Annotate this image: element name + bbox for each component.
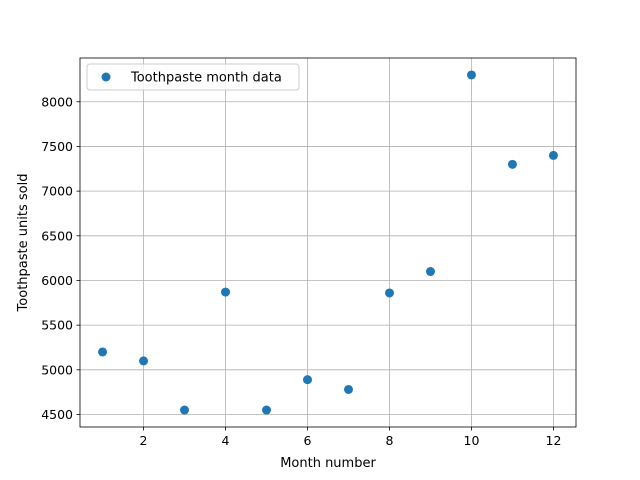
- data-points: [98, 70, 558, 415]
- x-tick-label: 6: [304, 433, 312, 448]
- x-tick-label: 12: [546, 433, 562, 448]
- data-point: [98, 347, 108, 357]
- y-tick-label: 6000: [41, 273, 73, 288]
- data-point: [303, 375, 313, 385]
- data-point: [180, 405, 190, 415]
- x-tick-label: 4: [222, 433, 230, 448]
- x-tick-label: 8: [386, 433, 394, 448]
- data-point: [139, 356, 149, 366]
- data-point: [548, 150, 558, 160]
- y-tick-label: 7000: [41, 184, 73, 199]
- y-tick-label: 6500: [41, 228, 73, 243]
- data-point: [262, 405, 272, 415]
- legend-marker: [101, 72, 111, 82]
- legend-label: Toothpaste month data: [130, 71, 282, 86]
- x-tick-label: 2: [140, 433, 148, 448]
- data-point: [507, 159, 517, 169]
- y-axis-label: Toothpaste units sold: [16, 174, 31, 313]
- grid-layer: [80, 58, 576, 427]
- plot-frame: [79, 57, 577, 428]
- data-point: [384, 288, 394, 298]
- y-tick-label: 7500: [41, 139, 73, 154]
- y-tick-label: 8000: [41, 94, 73, 109]
- axis-ticks: 2 4 6 8 10 12 4500 5000 5500 6000 6500 7000 7500 8000: [41, 94, 561, 448]
- data-point: [343, 384, 353, 394]
- data-point: [425, 267, 435, 277]
- y-tick-label: 5000: [41, 362, 73, 377]
- legend: Toothpaste month data: [86, 63, 300, 91]
- legend-box: [86, 63, 300, 91]
- data-point: [221, 287, 231, 297]
- y-tick-label: 5500: [41, 318, 73, 333]
- y-tick-label: 4500: [41, 407, 73, 422]
- x-tick-label: 10: [464, 433, 480, 448]
- x-axis-label: Month number: [280, 456, 376, 471]
- data-point: [466, 70, 476, 80]
